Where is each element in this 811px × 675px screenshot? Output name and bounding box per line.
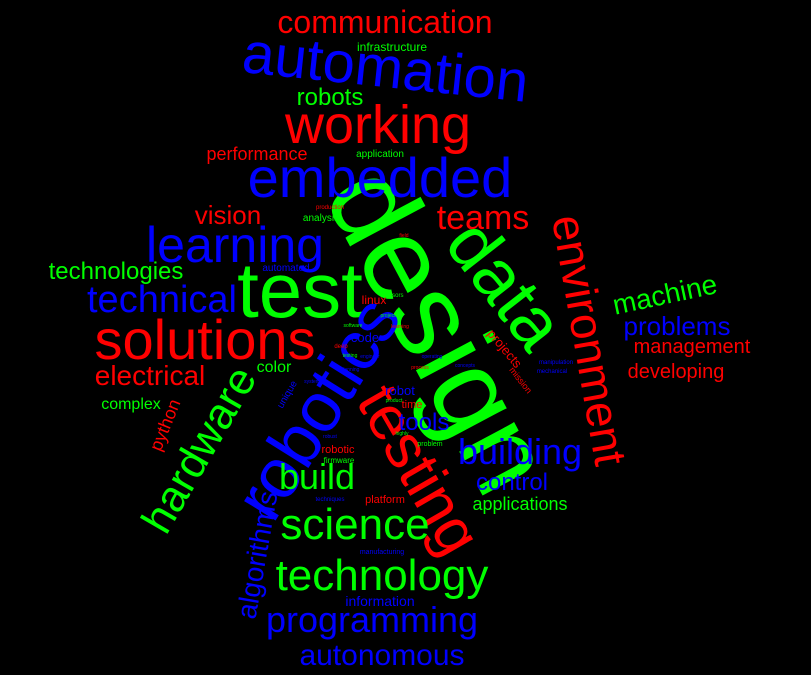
word-cloud-word: concepts [454, 362, 475, 369]
word-cloud-word: testing [342, 352, 358, 359]
word-cloud-word: developing [627, 361, 725, 383]
word-cloud-word: robots [296, 84, 364, 111]
word-cloud-word: tools [398, 409, 450, 436]
word-cloud-word: techniques [315, 497, 345, 503]
word-cloud-word: manipulation [538, 360, 574, 366]
word-cloud-word: robot [385, 382, 415, 398]
word-cloud-word: engineer [360, 353, 380, 360]
word-cloud-word: operating [421, 353, 443, 360]
word-cloud-word: planning [340, 366, 360, 373]
word-cloud-word: firmware [323, 456, 355, 465]
word-cloud-word: build [278, 456, 356, 497]
word-cloud-word: project [380, 312, 396, 319]
word-cloud-word: deep [334, 344, 348, 350]
word-cloud-word: robotic [321, 443, 355, 456]
word-cloud-word: embedded [247, 146, 513, 209]
word-cloud-word: linux [361, 293, 387, 307]
word-cloud-word: product [385, 397, 403, 404]
word-cloud-word: production [315, 205, 345, 211]
word-cloud-word: learning [391, 323, 409, 330]
word-cloud-word: color [256, 359, 292, 376]
word-cloud-word: highly [395, 430, 409, 437]
word-cloud-word: technology [275, 551, 489, 600]
word-cloud-word: process [411, 364, 429, 371]
word-cloud-word: performance [206, 144, 308, 164]
word-cloud-word: robust [323, 433, 337, 440]
word-cloud-word: teams [436, 199, 530, 237]
word-cloud-word: complex [101, 396, 161, 413]
word-cloud-word: software [343, 322, 363, 329]
word-cloud-word: infrastructure [356, 40, 428, 54]
word-cloud-word: information [345, 593, 415, 609]
word-cloud-word: problem [417, 440, 443, 448]
word-cloud-word: field [399, 232, 409, 239]
word-cloud-word: analysis [302, 213, 340, 224]
word-cloud-word: sensors [382, 293, 404, 299]
word-cloud-word: time [401, 398, 423, 411]
word-cloud-word: automated [262, 263, 310, 274]
word-cloud-word: problems [623, 311, 731, 341]
word-cloud-word: vision [194, 200, 262, 230]
word-cloud-word: learning [146, 217, 324, 273]
word-cloud-word: system [304, 378, 320, 385]
word-cloud-word: solutions [94, 308, 316, 371]
word-cloud-word: applications [472, 494, 568, 514]
word-cloud-word: programming [265, 599, 479, 640]
word-cloud-word: manufacturing [359, 548, 405, 556]
word-cloud-word: management [633, 336, 751, 358]
word-cloud-word: science [280, 500, 430, 549]
word-cloud-word: technical [87, 279, 237, 321]
word-cloud-word: building [457, 431, 583, 472]
word-cloud-word: communication [277, 4, 493, 40]
word-cloud-word: technologies [48, 258, 184, 285]
word-cloud-word: code [350, 329, 380, 345]
word-cloud-word: electrical [94, 360, 206, 391]
word-cloud-word: test [237, 246, 363, 334]
word-cloud-word: platform [365, 493, 405, 506]
word-cloud-word: autonomous [299, 639, 465, 672]
word-cloud-word: mechanical [536, 369, 568, 375]
word-cloud-word: control [475, 469, 549, 496]
word-cloud-word: application [356, 149, 404, 160]
word-cloud-word: working [284, 95, 472, 155]
